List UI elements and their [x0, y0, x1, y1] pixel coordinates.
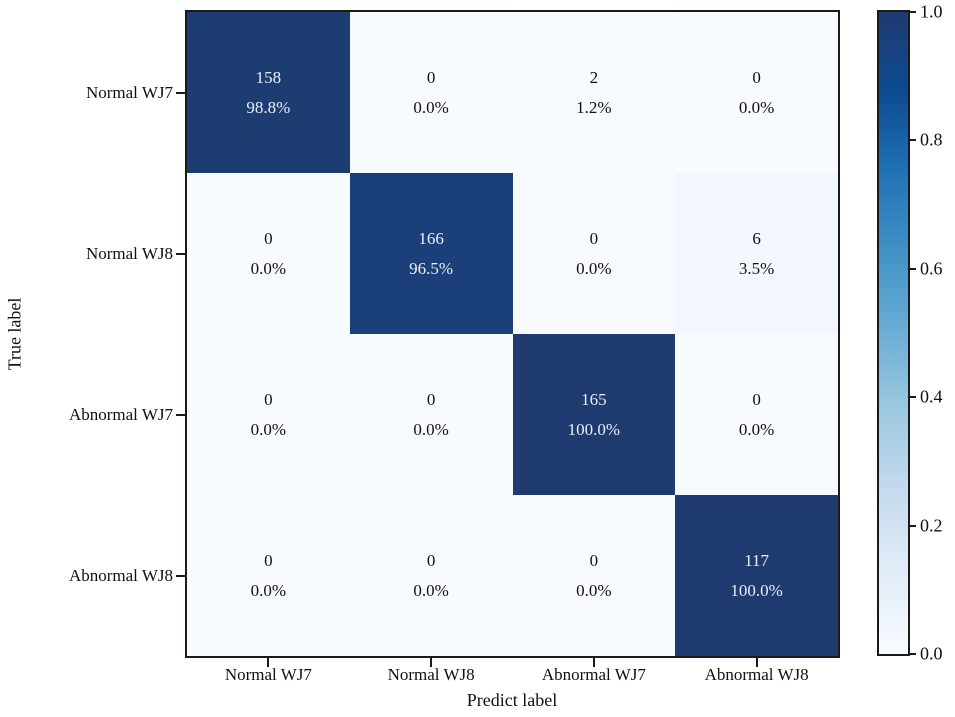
cell-percentage: 1.2% — [576, 98, 612, 117]
colorbar: 1.0 0.8 0.6 0.4 0.2 0.0 — [877, 2, 943, 664]
x-tick-label: Abnormal WJ7 — [541, 665, 646, 684]
heatmap-cell: 0 0.0% — [187, 495, 350, 656]
y-tick-label: Normal WJ7 — [85, 82, 173, 102]
cell-count: 2 — [589, 68, 599, 87]
cell-count: 117 — [744, 551, 770, 570]
x-tick-label: Abnormal WJ8 — [704, 665, 809, 684]
heatmap-cell: 0 0.0% — [349, 12, 513, 173]
y-tick-mark — [176, 574, 185, 577]
x-tick-mark — [592, 658, 595, 667]
colorbar-tick-mark — [908, 653, 916, 655]
cell-count: 0 — [264, 390, 273, 409]
colorbar-tick-mark — [908, 139, 916, 142]
colorbar-tick-mark — [908, 11, 916, 13]
cell-count: 0 — [589, 229, 599, 248]
colorbar-tick-mark — [908, 524, 916, 527]
cell-count: 0 — [752, 390, 761, 409]
cell-percentage: 0.0% — [738, 420, 775, 439]
colorbar-tick-label: 0.4 — [920, 386, 943, 407]
cell-count: 6 — [752, 229, 761, 248]
y-tick-mark — [176, 413, 185, 416]
heatmap-cell: 0 0.0% — [349, 495, 513, 656]
cell-count: 166 — [418, 229, 444, 248]
colorbar-tick-label: 0.8 — [920, 129, 943, 150]
heatmap-cell: 158 98.8% — [187, 12, 350, 173]
y-tick-label: Normal WJ8 — [85, 243, 173, 263]
cell-count: 0 — [589, 551, 599, 570]
cell-count: 165 — [581, 390, 607, 409]
cell-count: 158 — [255, 68, 282, 87]
heatmap-cell: 0 0.0% — [675, 334, 838, 495]
colorbar-tick-label: 0.6 — [920, 258, 943, 279]
cell-count: 0 — [264, 551, 273, 570]
heatmap-cell: 0 0.0% — [512, 495, 676, 656]
heatmap-cells: 158 98.8% 0 0.0% 2 1.2% 0 0.0% 0 0.0% 166 96.5% 0 0.0… — [187, 12, 838, 656]
cell-percentage: 0.0% — [250, 581, 287, 600]
heatmap-cell: 0 0.0% — [675, 12, 838, 173]
heatmap-cell: 6 3.5% — [675, 173, 838, 334]
heatmap-cell: 0 0.0% — [349, 334, 513, 495]
cell-count: 0 — [264, 229, 273, 248]
heatmap-cell: 165 100.0% — [512, 334, 676, 495]
x-tick-mark — [430, 658, 433, 667]
cell-percentage: 0.0% — [576, 581, 612, 600]
cell-percentage: 100.0% — [567, 420, 621, 439]
colorbar-tick-mark — [908, 267, 916, 270]
colorbar-gradient — [879, 12, 908, 654]
y-tick-label: Abnormal WJ8 — [68, 565, 173, 585]
cell-percentage: 100.0% — [730, 581, 783, 600]
cell-count: 0 — [426, 551, 436, 570]
colorbar-tick-label: 1.0 — [920, 1, 943, 22]
x-tick-mark — [267, 658, 270, 667]
y-tick-label: Abnormal WJ7 — [68, 404, 173, 424]
cell-percentage: 3.5% — [738, 259, 775, 278]
y-tick-mark — [176, 91, 185, 94]
heatmap-plot: 158 98.8% 0 0.0% 2 1.2% 0 0.0% 0 0.0% 166 96.5% 0 0.0… — [69, 10, 840, 684]
cell-percentage: 0.0% — [413, 581, 449, 600]
heatmap-cell: 166 96.5% — [349, 173, 513, 334]
x-axis-title: Predict label — [466, 690, 558, 710]
x-tick-mark — [755, 658, 758, 667]
heatmap-cell: 0 0.0% — [187, 334, 350, 495]
heatmap-cell: 2 1.2% — [512, 12, 676, 173]
cell-percentage: 98.8% — [246, 98, 291, 117]
cell-percentage: 0.0% — [250, 259, 287, 278]
cell-percentage: 0.0% — [576, 259, 612, 278]
cell-percentage: 96.5% — [409, 259, 454, 278]
cell-percentage: 0.0% — [250, 420, 287, 439]
cell-percentage: 0.0% — [413, 420, 449, 439]
cell-count: 0 — [752, 68, 761, 87]
y-axis-title: True label — [4, 297, 25, 371]
cell-percentage: 0.0% — [738, 98, 775, 117]
x-tick-label: Normal WJ7 — [224, 665, 312, 684]
heatmap-cell: 0 0.0% — [512, 173, 676, 334]
colorbar-tick-mark — [908, 396, 916, 399]
cell-percentage: 0.0% — [413, 98, 449, 117]
colorbar-tick-label: 0.0 — [920, 643, 943, 664]
heatmap-cell: 117 100.0% — [675, 495, 838, 656]
x-tick-label: Normal WJ8 — [387, 665, 475, 684]
heatmap-cell: 0 0.0% — [187, 173, 350, 334]
y-tick-mark — [176, 252, 185, 255]
cell-count: 0 — [426, 390, 436, 409]
colorbar-tick-label: 0.2 — [920, 515, 943, 536]
cell-count: 0 — [426, 68, 436, 87]
